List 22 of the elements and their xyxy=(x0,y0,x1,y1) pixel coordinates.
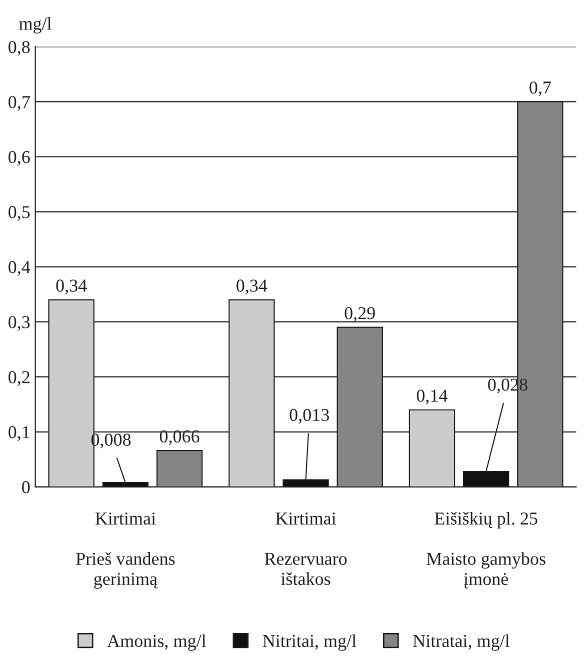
y-tick-label: 0,7 xyxy=(8,96,30,111)
data-label: 0,29 xyxy=(344,307,375,322)
y-axis-title: mg/l xyxy=(19,17,52,34)
y-tick-label: 0,5 xyxy=(8,206,30,221)
y-tick-label: 0,4 xyxy=(8,261,30,276)
data-label: 0,34 xyxy=(236,280,268,294)
data-label: 0,34 xyxy=(56,280,87,294)
data-label: 0,013 xyxy=(290,408,329,424)
legend-label: Nitritai, mg/l xyxy=(262,634,356,651)
y-tick-label: 0,1 xyxy=(8,426,30,441)
category-label: Kirtimai Rezervuaro ištakos xyxy=(264,512,347,586)
y-tick-label: 0,8 xyxy=(8,40,30,56)
y-tick-label: 0,2 xyxy=(8,371,30,386)
legend-label: Amonis, mg/l xyxy=(107,634,206,651)
y-tick-label: 0,3 xyxy=(8,316,30,331)
y-tick-label: 0 xyxy=(22,481,30,494)
data-label: 0,7 xyxy=(530,81,551,96)
data-label: 0,14 xyxy=(416,390,448,404)
y-tick-label: 0,6 xyxy=(8,151,30,166)
category-label: Kirtimai Prieš vandens gerinimą xyxy=(76,512,175,589)
legend-label: Nitratai, mg/l xyxy=(413,634,510,651)
category-label: Eišiškių pl. 25 Maisto gamybos įmonė xyxy=(426,512,546,588)
